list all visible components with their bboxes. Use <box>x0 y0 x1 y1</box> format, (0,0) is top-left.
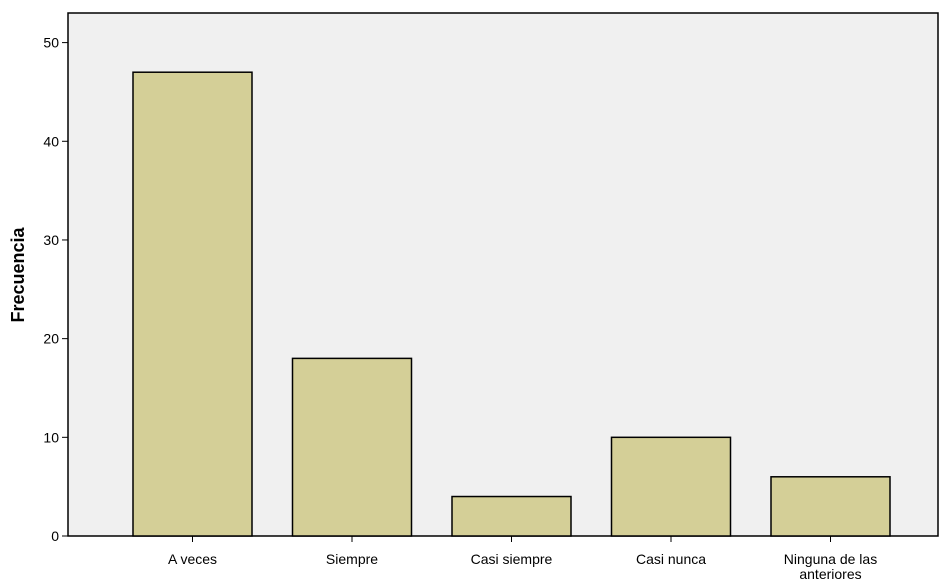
x-tick-label: A veces <box>168 551 217 567</box>
x-tick-label: Casi nunca <box>636 551 706 567</box>
bar-a-veces <box>132 71 253 537</box>
y-axis-title: Frecuencia <box>8 226 28 322</box>
x-tick-label: Casi siempre <box>471 551 553 567</box>
bar-casi-siempre <box>451 495 572 537</box>
y-tick-label: 10 <box>43 429 59 445</box>
bar-siempre <box>291 357 413 537</box>
y-tick-label: 20 <box>43 331 59 347</box>
x-tick-label: Ninguna de las anteriores <box>784 551 877 582</box>
y-tick-label: 40 <box>43 133 59 149</box>
y-tick-label: 50 <box>43 35 59 51</box>
y-axis: 0 10 20 30 40 50 <box>43 35 68 544</box>
x-axis: A veces Siempre Casi siempre Casi nunca Ning… <box>168 536 877 582</box>
y-tick-label: 0 <box>51 528 59 544</box>
bars <box>132 71 891 537</box>
bar-casi-nunca <box>610 436 732 537</box>
y-tick-label: 30 <box>43 232 59 248</box>
x-tick-label: Siempre <box>326 551 378 567</box>
bar-ninguna-de-las-anteriores <box>770 476 891 537</box>
